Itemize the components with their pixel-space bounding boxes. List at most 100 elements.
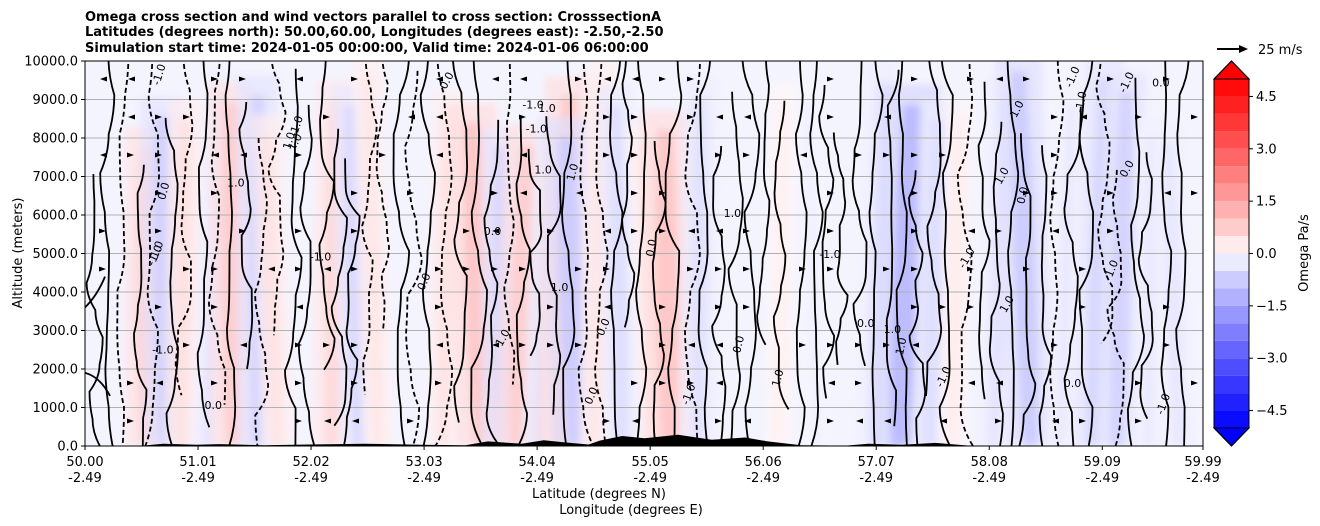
wind-vector [800, 152, 807, 158]
wind-vector [631, 380, 638, 386]
wind-vector [491, 190, 498, 196]
wind-vector [883, 342, 890, 348]
contour-line [925, 61, 943, 397]
contour-label: -1.0 [150, 62, 169, 86]
wind-vector [884, 114, 891, 120]
wind-vector [939, 152, 946, 158]
contour-line [794, 61, 808, 446]
wind-vector [127, 152, 134, 158]
colorbar-tick-label: 1.5 [1256, 195, 1277, 210]
wind-vector [603, 114, 610, 120]
colorbar-segment [1214, 288, 1249, 306]
contour-line [756, 61, 771, 346]
wind-vector [631, 190, 638, 196]
wind-vector [659, 304, 666, 310]
contour-line-negative [267, 61, 287, 336]
omega-band-halo [938, 100, 973, 446]
wind-vector [911, 228, 918, 234]
contour-line [99, 61, 116, 446]
wind-vector [1191, 380, 1198, 386]
contour-line [133, 164, 148, 446]
chart-title-line-2: Latitudes (degrees north): 50.00,60.00, … [85, 25, 664, 40]
wind-vector [631, 152, 638, 158]
x-tick-label-lon: -2.49 [1085, 471, 1119, 486]
wind-vector [211, 304, 218, 310]
wind-vector [688, 228, 695, 234]
contour-label: -1.0 [152, 344, 173, 357]
wind-vector [603, 152, 610, 158]
x-tick-label-lon: -2.49 [746, 471, 780, 486]
contour-label: 0.0 [155, 181, 172, 201]
y-axis: 0.0 1000.0 2000.0 3000.0 4000.0 5000.0 6000.0 7… [24, 55, 85, 455]
colorbar-segment [1214, 410, 1249, 428]
colorbar-tick-label: −1.5 [1256, 299, 1288, 314]
wind-vector [1080, 114, 1087, 120]
wind-vector [631, 228, 638, 234]
wind-vector [743, 152, 750, 158]
contour-line [977, 81, 991, 400]
wind-vector [716, 228, 723, 234]
contour-label: -1.0 [819, 248, 840, 261]
wind-vector [1163, 304, 1170, 310]
wind-vector [967, 266, 974, 272]
x-tick-label-lon: -2.49 [407, 471, 441, 486]
wind-vector [1163, 76, 1170, 82]
wind-vector [911, 304, 918, 310]
y-tick-label: 6000.0 [33, 209, 79, 224]
wind-vector [855, 342, 862, 348]
wind-vector [156, 380, 163, 386]
wind-vector [100, 152, 107, 158]
wind-vector [435, 304, 442, 310]
wind-vector [1052, 228, 1059, 234]
wind-vector [492, 228, 499, 234]
wind-vector [436, 76, 443, 82]
wind-vector [463, 266, 470, 272]
contour-line [988, 121, 1004, 446]
wind-vector [799, 266, 806, 272]
wind-vector [884, 418, 891, 424]
wind-vector [968, 380, 975, 386]
omega-band-halo [794, 81, 831, 446]
contour-line-negative [207, 61, 227, 405]
wind-vector [324, 418, 331, 424]
wind-vector [295, 266, 302, 272]
y-tick-label: 5000.0 [33, 247, 79, 262]
contour-line [621, 61, 636, 328]
colorbar-segment [1214, 183, 1249, 202]
wind-vector [715, 152, 722, 158]
contour-label: 1.0 [769, 368, 786, 388]
wind-vector [1107, 228, 1114, 234]
contour-line-negative [375, 61, 390, 329]
contour-label: 0.0 [582, 385, 601, 406]
contour-line [851, 61, 868, 367]
wind-vector [492, 342, 499, 348]
wind-vector [351, 76, 358, 82]
wind-vector [855, 380, 862, 386]
contour-line [1175, 61, 1190, 446]
contour-label: 0.0 [484, 225, 502, 238]
wind-vector [632, 418, 639, 424]
wind-vector [212, 152, 219, 158]
wind-vector [547, 342, 554, 348]
wind-vector [1191, 114, 1198, 120]
x-tick-label-lon: -2.49 [859, 471, 893, 486]
y-tick-label: 0.0 [57, 440, 78, 455]
contour-line [868, 61, 884, 446]
contour-line [85, 371, 111, 397]
wind-vector [827, 266, 834, 272]
contour-label: 1.0 [148, 239, 166, 260]
contour-line [741, 61, 761, 446]
contour-line [452, 61, 469, 423]
contour-label: 1.0 [280, 131, 298, 152]
wind-vector [575, 76, 582, 82]
x-tick-label-lat: 50.00 [66, 455, 103, 470]
wind-vector [968, 228, 975, 234]
wind-vector [883, 266, 890, 272]
wind-vector [295, 380, 302, 386]
wind-vector [1023, 190, 1030, 196]
x-tick-label-lon: -2.49 [633, 471, 667, 486]
x-tick-label-lon: -2.49 [294, 471, 328, 486]
contour-line [483, 119, 501, 446]
wind-vector [659, 190, 666, 196]
wind-vector [1051, 114, 1058, 120]
